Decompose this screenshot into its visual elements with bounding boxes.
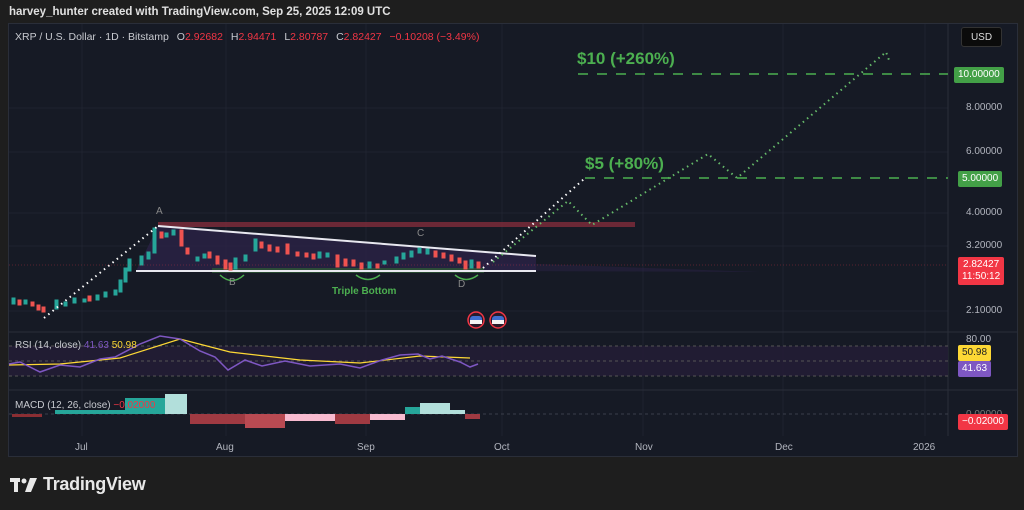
last-price-tag: 2.82427 11:50:12 (958, 257, 1005, 285)
macd-legend[interactable]: MACD (12, 26, close) −0.02000 (15, 400, 156, 411)
x-tick: Sep (357, 442, 375, 453)
macd-histogram (12, 394, 480, 428)
open-value: 2.92682 (184, 31, 223, 43)
price-tick: 4.00000 (966, 207, 1003, 218)
economic-event-icons (467, 311, 507, 329)
macd-value: −0.02000 (113, 400, 156, 411)
symbol-legend[interactable]: XRP / U.S. Dollar · 1D · Bitstamp O2.926… (15, 31, 480, 43)
x-tick: Jul (75, 442, 88, 453)
change-value: −0.10208 (−3.49%) (389, 31, 480, 43)
price-tick: 3.20000 (966, 240, 1003, 251)
price-tag-5: 5.00000 (958, 171, 1003, 187)
high-value: 2.94471 (238, 31, 277, 43)
x-tick: Dec (775, 442, 793, 453)
rsi-value: 41.63 (83, 340, 109, 351)
bar-countdown: 11:50:12 (962, 271, 1001, 282)
rsi-tag: 41.63 (958, 361, 992, 377)
x-tick: 2026 (913, 442, 936, 453)
tradingview-logo[interactable]: TradingView (10, 474, 146, 495)
rsi-axis-tick: 80.00 (966, 334, 992, 345)
rsi-ma-tag: 50.98 (958, 345, 992, 361)
x-tick: Aug (216, 442, 234, 453)
price-tag-10: 10.00000 (954, 67, 1004, 83)
brand-name: TradingView (43, 474, 146, 494)
price-tick: 6.00000 (966, 146, 1003, 157)
currency-button[interactable]: USD (961, 27, 1002, 47)
x-tick: Nov (635, 442, 653, 453)
price-tick: 8.00000 (966, 102, 1003, 113)
pattern-label: Triple Bottom (332, 286, 397, 297)
point-d-label: D (458, 279, 466, 290)
x-tick: Oct (494, 442, 510, 453)
symbol-name[interactable]: XRP / U.S. Dollar · 1D · Bitstamp (15, 31, 169, 43)
resistance-zone (158, 222, 635, 227)
tradingview-logo-icon (10, 477, 37, 492)
point-a-label: A (156, 206, 163, 217)
rsi-legend[interactable]: RSI (14, close) 41.63 50.98 (15, 340, 137, 351)
point-b-label: B (229, 277, 236, 288)
target-5-label: $5 (+80%) (585, 154, 664, 173)
price-tick: 2.10000 (966, 305, 1003, 316)
close-value: 2.82427 (343, 31, 382, 43)
point-c-label: C (417, 228, 425, 239)
low-value: 2.80787 (290, 31, 329, 43)
macd-tag: −0.02000 (958, 414, 1008, 430)
target-10-label: $10 (+260%) (577, 49, 675, 68)
chart-credit: harvey_hunter created with TradingView.c… (9, 6, 391, 18)
rsi-ma-value: 50.98 (111, 340, 137, 351)
